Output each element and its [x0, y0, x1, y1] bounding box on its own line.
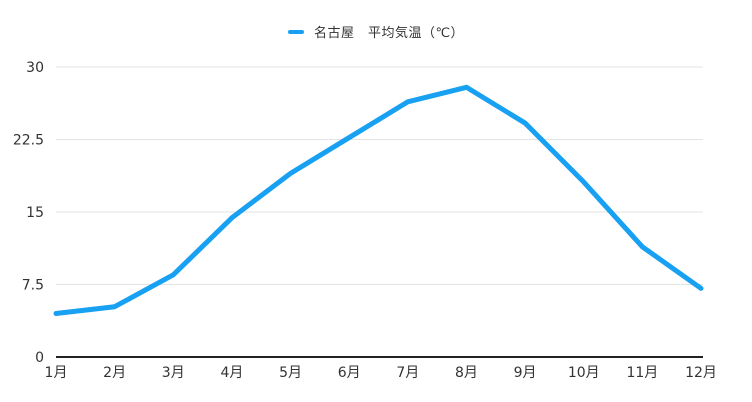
- y-tick-label: 30: [26, 60, 44, 76]
- legend-line-marker: [287, 29, 304, 34]
- x-tick-label: 2月: [103, 365, 126, 381]
- x-tick-label: 7月: [396, 365, 419, 381]
- y-tick-label: 15: [26, 205, 44, 221]
- x-tick-label: 3月: [162, 365, 185, 381]
- x-tick-label: 10月: [568, 365, 600, 381]
- y-tick-label: 7.5: [22, 278, 44, 294]
- legend-label: 名古屋 平均気温（℃）: [313, 26, 465, 41]
- x-tick-label: 11月: [626, 365, 658, 381]
- x-tick-label: 5月: [279, 365, 302, 381]
- x-tick-label: 4月: [220, 365, 243, 381]
- x-tick-label: 12月: [685, 365, 717, 381]
- x-tick-label: 1月: [45, 365, 68, 381]
- x-tick-label: 9月: [514, 365, 537, 381]
- temperature-line: [53, 84, 704, 316]
- x-tick-label: 8月: [455, 365, 478, 381]
- y-tick-label: 0: [35, 350, 44, 366]
- legend-item[interactable]: 名古屋 平均気温（℃）: [0, 22, 752, 41]
- y-tick-label: 22.5: [13, 133, 44, 149]
- x-tick-label: 6月: [338, 365, 361, 381]
